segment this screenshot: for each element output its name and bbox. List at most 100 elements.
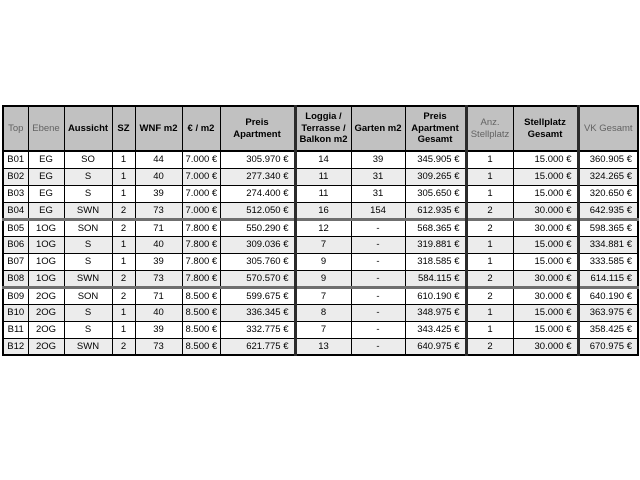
cell-top: B10 bbox=[2, 303, 29, 322]
cell-aussicht: SON bbox=[63, 285, 113, 305]
cell-garten-m2: - bbox=[350, 285, 406, 305]
column-header-preis-apartment-gesamt: Preis Apartment Gesamt bbox=[404, 105, 468, 152]
cell-sz: 1 bbox=[111, 150, 136, 169]
cell-garten-m2: - bbox=[350, 303, 406, 322]
table-header: Top Ebene Aussicht SZ WNF m2 € / m2 Preis Apar… bbox=[2, 105, 639, 152]
cell-top: B06 bbox=[2, 235, 29, 254]
header-row: Top Ebene Aussicht SZ WNF m2 € / m2 Preis Apar… bbox=[2, 105, 639, 152]
cell-stellplatz-gesamt: 15.000 € bbox=[512, 150, 580, 169]
cell-eur-m2: 7.800 € bbox=[181, 269, 221, 288]
cell-preis-apartment: 599.675 € bbox=[219, 285, 297, 305]
table-row: B12 2OG SWN 2 73 8.500 €621.775 €13-640.975 €… bbox=[2, 337, 639, 356]
cell-aussicht: S bbox=[63, 320, 113, 339]
cell-sz: 2 bbox=[111, 201, 136, 220]
cell-preis-apartment: 309.036 € bbox=[219, 235, 297, 254]
cell-top: B03 bbox=[2, 184, 29, 203]
cell-top: B02 bbox=[2, 167, 29, 186]
cell-aussicht: SWN bbox=[63, 337, 113, 356]
cell-loggia-terrasse-balkon: 9 bbox=[294, 252, 352, 271]
cell-eur-m2: 7.000 € bbox=[181, 150, 221, 169]
cell-aussicht: S bbox=[63, 167, 113, 186]
cell-anz-stellplatz: 2 bbox=[465, 217, 514, 237]
cell-preis-apartment-gesamt: 319.881 € bbox=[404, 235, 468, 254]
cell-anz-stellplatz: 1 bbox=[465, 303, 514, 322]
cell-loggia-terrasse-balkon: 8 bbox=[294, 303, 352, 322]
cell-eur-m2: 7.000 € bbox=[181, 167, 221, 186]
cell-wnf-m2: 44 bbox=[134, 150, 183, 169]
cell-ebene: EG bbox=[27, 201, 65, 220]
cell-ebene: 2OG bbox=[27, 303, 65, 322]
cell-ebene: 1OG bbox=[27, 217, 65, 237]
cell-stellplatz-gesamt: 15.000 € bbox=[512, 167, 580, 186]
cell-anz-stellplatz: 2 bbox=[465, 337, 514, 356]
cell-loggia-terrasse-balkon: 7 bbox=[294, 235, 352, 254]
cell-stellplatz-gesamt: 15.000 € bbox=[512, 252, 580, 271]
table-row: B11 2OG S 1 39 8.500 €332.775 €7-343.425 €1 15… bbox=[2, 320, 639, 339]
column-header-wnf-m2: WNF m2 bbox=[134, 105, 183, 152]
table-row: B05 1OG SON 2 71 7.800 €550.290 €12-568.365 €… bbox=[2, 217, 639, 237]
cell-sz: 2 bbox=[111, 217, 136, 237]
cell-preis-apartment-gesamt: 612.935 € bbox=[404, 201, 468, 220]
table-row: B08 1OG SWN 2 73 7.800 €570.570 €9-584.115 €2… bbox=[2, 269, 639, 288]
cell-preis-apartment-gesamt: 343.425 € bbox=[404, 320, 468, 339]
cell-sz: 1 bbox=[111, 320, 136, 339]
column-header-sz: SZ bbox=[111, 105, 136, 152]
cell-anz-stellplatz: 1 bbox=[465, 184, 514, 203]
cell-vk-gesamt: 598.365 € bbox=[577, 217, 639, 237]
column-header-vk-gesamt: VK Gesamt bbox=[577, 105, 639, 152]
cell-preis-apartment: 336.345 € bbox=[219, 303, 297, 322]
cell-garten-m2: - bbox=[350, 217, 406, 237]
cell-garten-m2: 31 bbox=[350, 167, 406, 186]
cell-sz: 1 bbox=[111, 167, 136, 186]
cell-preis-apartment: 332.775 € bbox=[219, 320, 297, 339]
cell-ebene: 2OG bbox=[27, 320, 65, 339]
cell-stellplatz-gesamt: 30.000 € bbox=[512, 337, 580, 356]
cell-eur-m2: 7.000 € bbox=[181, 184, 221, 203]
cell-aussicht: S bbox=[63, 235, 113, 254]
cell-loggia-terrasse-balkon: 13 bbox=[294, 337, 352, 356]
cell-garten-m2: - bbox=[350, 320, 406, 339]
table-row: B03 EG S 1 39 7.000 €274.400 €11 31 305.650 €1 1… bbox=[2, 184, 639, 203]
cell-wnf-m2: 73 bbox=[134, 269, 183, 288]
cell-preis-apartment-gesamt: 309.265 € bbox=[404, 167, 468, 186]
cell-vk-gesamt: 334.881 € bbox=[577, 235, 639, 254]
cell-garten-m2: - bbox=[350, 269, 406, 288]
cell-top: B08 bbox=[2, 269, 29, 288]
cell-ebene: 2OG bbox=[27, 337, 65, 356]
price-list: Top Ebene Aussicht SZ WNF m2 € / m2 Preis Apar… bbox=[2, 105, 639, 356]
cell-sz: 1 bbox=[111, 235, 136, 254]
cell-wnf-m2: 39 bbox=[134, 184, 183, 203]
cell-loggia-terrasse-balkon: 14 bbox=[294, 150, 352, 169]
cell-ebene: EG bbox=[27, 167, 65, 186]
cell-aussicht: S bbox=[63, 303, 113, 322]
cell-ebene: 1OG bbox=[27, 252, 65, 271]
cell-preis-apartment-gesamt: 318.585 € bbox=[404, 252, 468, 271]
cell-aussicht: S bbox=[63, 252, 113, 271]
cell-wnf-m2: 71 bbox=[134, 217, 183, 237]
column-header-preis-apartment: Preis Apartment bbox=[219, 105, 297, 152]
cell-eur-m2: 8.500 € bbox=[181, 303, 221, 322]
cell-preis-apartment: 277.340 € bbox=[219, 167, 297, 186]
column-header-top: Top bbox=[2, 105, 29, 152]
cell-wnf-m2: 40 bbox=[134, 303, 183, 322]
cell-stellplatz-gesamt: 15.000 € bbox=[512, 235, 580, 254]
cell-preis-apartment: 570.570 € bbox=[219, 269, 297, 288]
cell-anz-stellplatz: 1 bbox=[465, 252, 514, 271]
cell-eur-m2: 7.800 € bbox=[181, 235, 221, 254]
cell-sz: 1 bbox=[111, 184, 136, 203]
cell-anz-stellplatz: 2 bbox=[465, 201, 514, 220]
cell-vk-gesamt: 324.265 € bbox=[577, 167, 639, 186]
cell-aussicht: SWN bbox=[63, 201, 113, 220]
cell-wnf-m2: 71 bbox=[134, 285, 183, 305]
cell-aussicht: SO bbox=[63, 150, 113, 169]
cell-stellplatz-gesamt: 15.000 € bbox=[512, 184, 580, 203]
cell-eur-m2: 7.800 € bbox=[181, 217, 221, 237]
cell-loggia-terrasse-balkon: 11 bbox=[294, 184, 352, 203]
cell-aussicht: S bbox=[63, 184, 113, 203]
cell-sz: 2 bbox=[111, 269, 136, 288]
cell-wnf-m2: 40 bbox=[134, 167, 183, 186]
cell-garten-m2: 31 bbox=[350, 184, 406, 203]
column-header-ebene: Ebene bbox=[27, 105, 65, 152]
cell-loggia-terrasse-balkon: 11 bbox=[294, 167, 352, 186]
